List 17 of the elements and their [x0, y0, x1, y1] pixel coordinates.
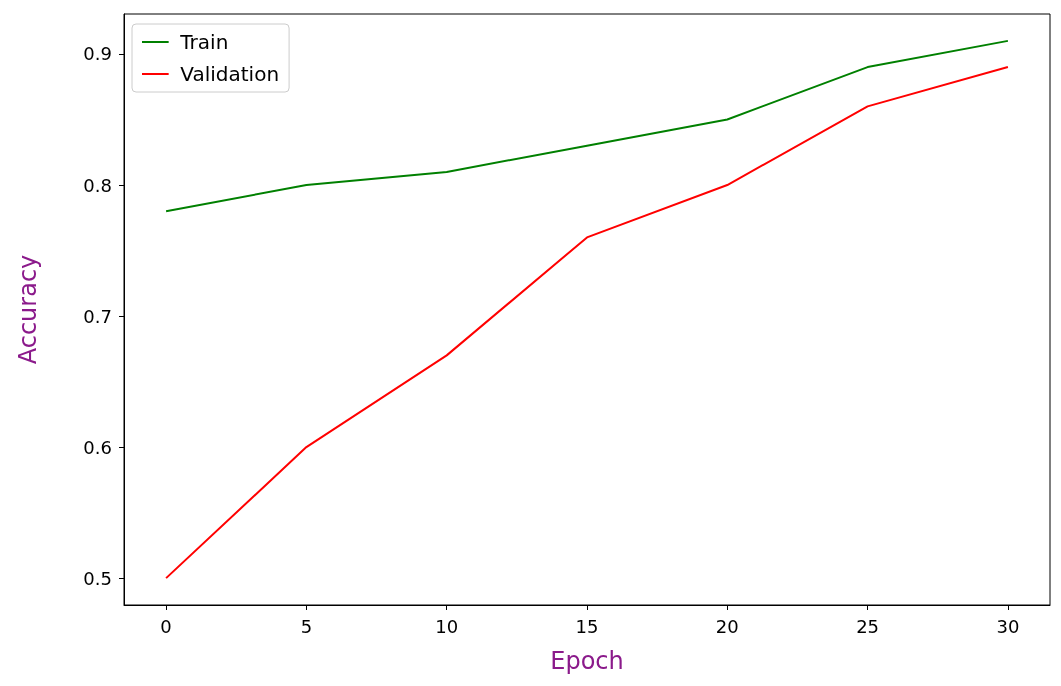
x-axis-title: Epoch — [550, 647, 624, 675]
legend-label: Train — [179, 30, 229, 54]
legend-label: Validation — [180, 62, 280, 86]
line-series — [165, 66, 1009, 580]
x-tick-label: 30 — [996, 615, 1020, 637]
y-axis-title: Accuracy — [14, 254, 42, 365]
x-tick-label: 25 — [856, 615, 880, 637]
y-tick-label: 0.6 — [83, 436, 112, 458]
x-tick-label: 15 — [575, 615, 599, 637]
y-tick-label: 0.5 — [83, 567, 112, 589]
y-tick-label: 0.7 — [83, 305, 112, 327]
x-tick-label: 0 — [160, 615, 172, 637]
y-tick-label: 0.8 — [83, 174, 112, 196]
x-tick-label: 5 — [300, 615, 313, 637]
x-tick-label: 10 — [435, 615, 459, 637]
y-tick-label: 0.9 — [83, 43, 112, 65]
x-tick-label: 20 — [715, 615, 739, 637]
